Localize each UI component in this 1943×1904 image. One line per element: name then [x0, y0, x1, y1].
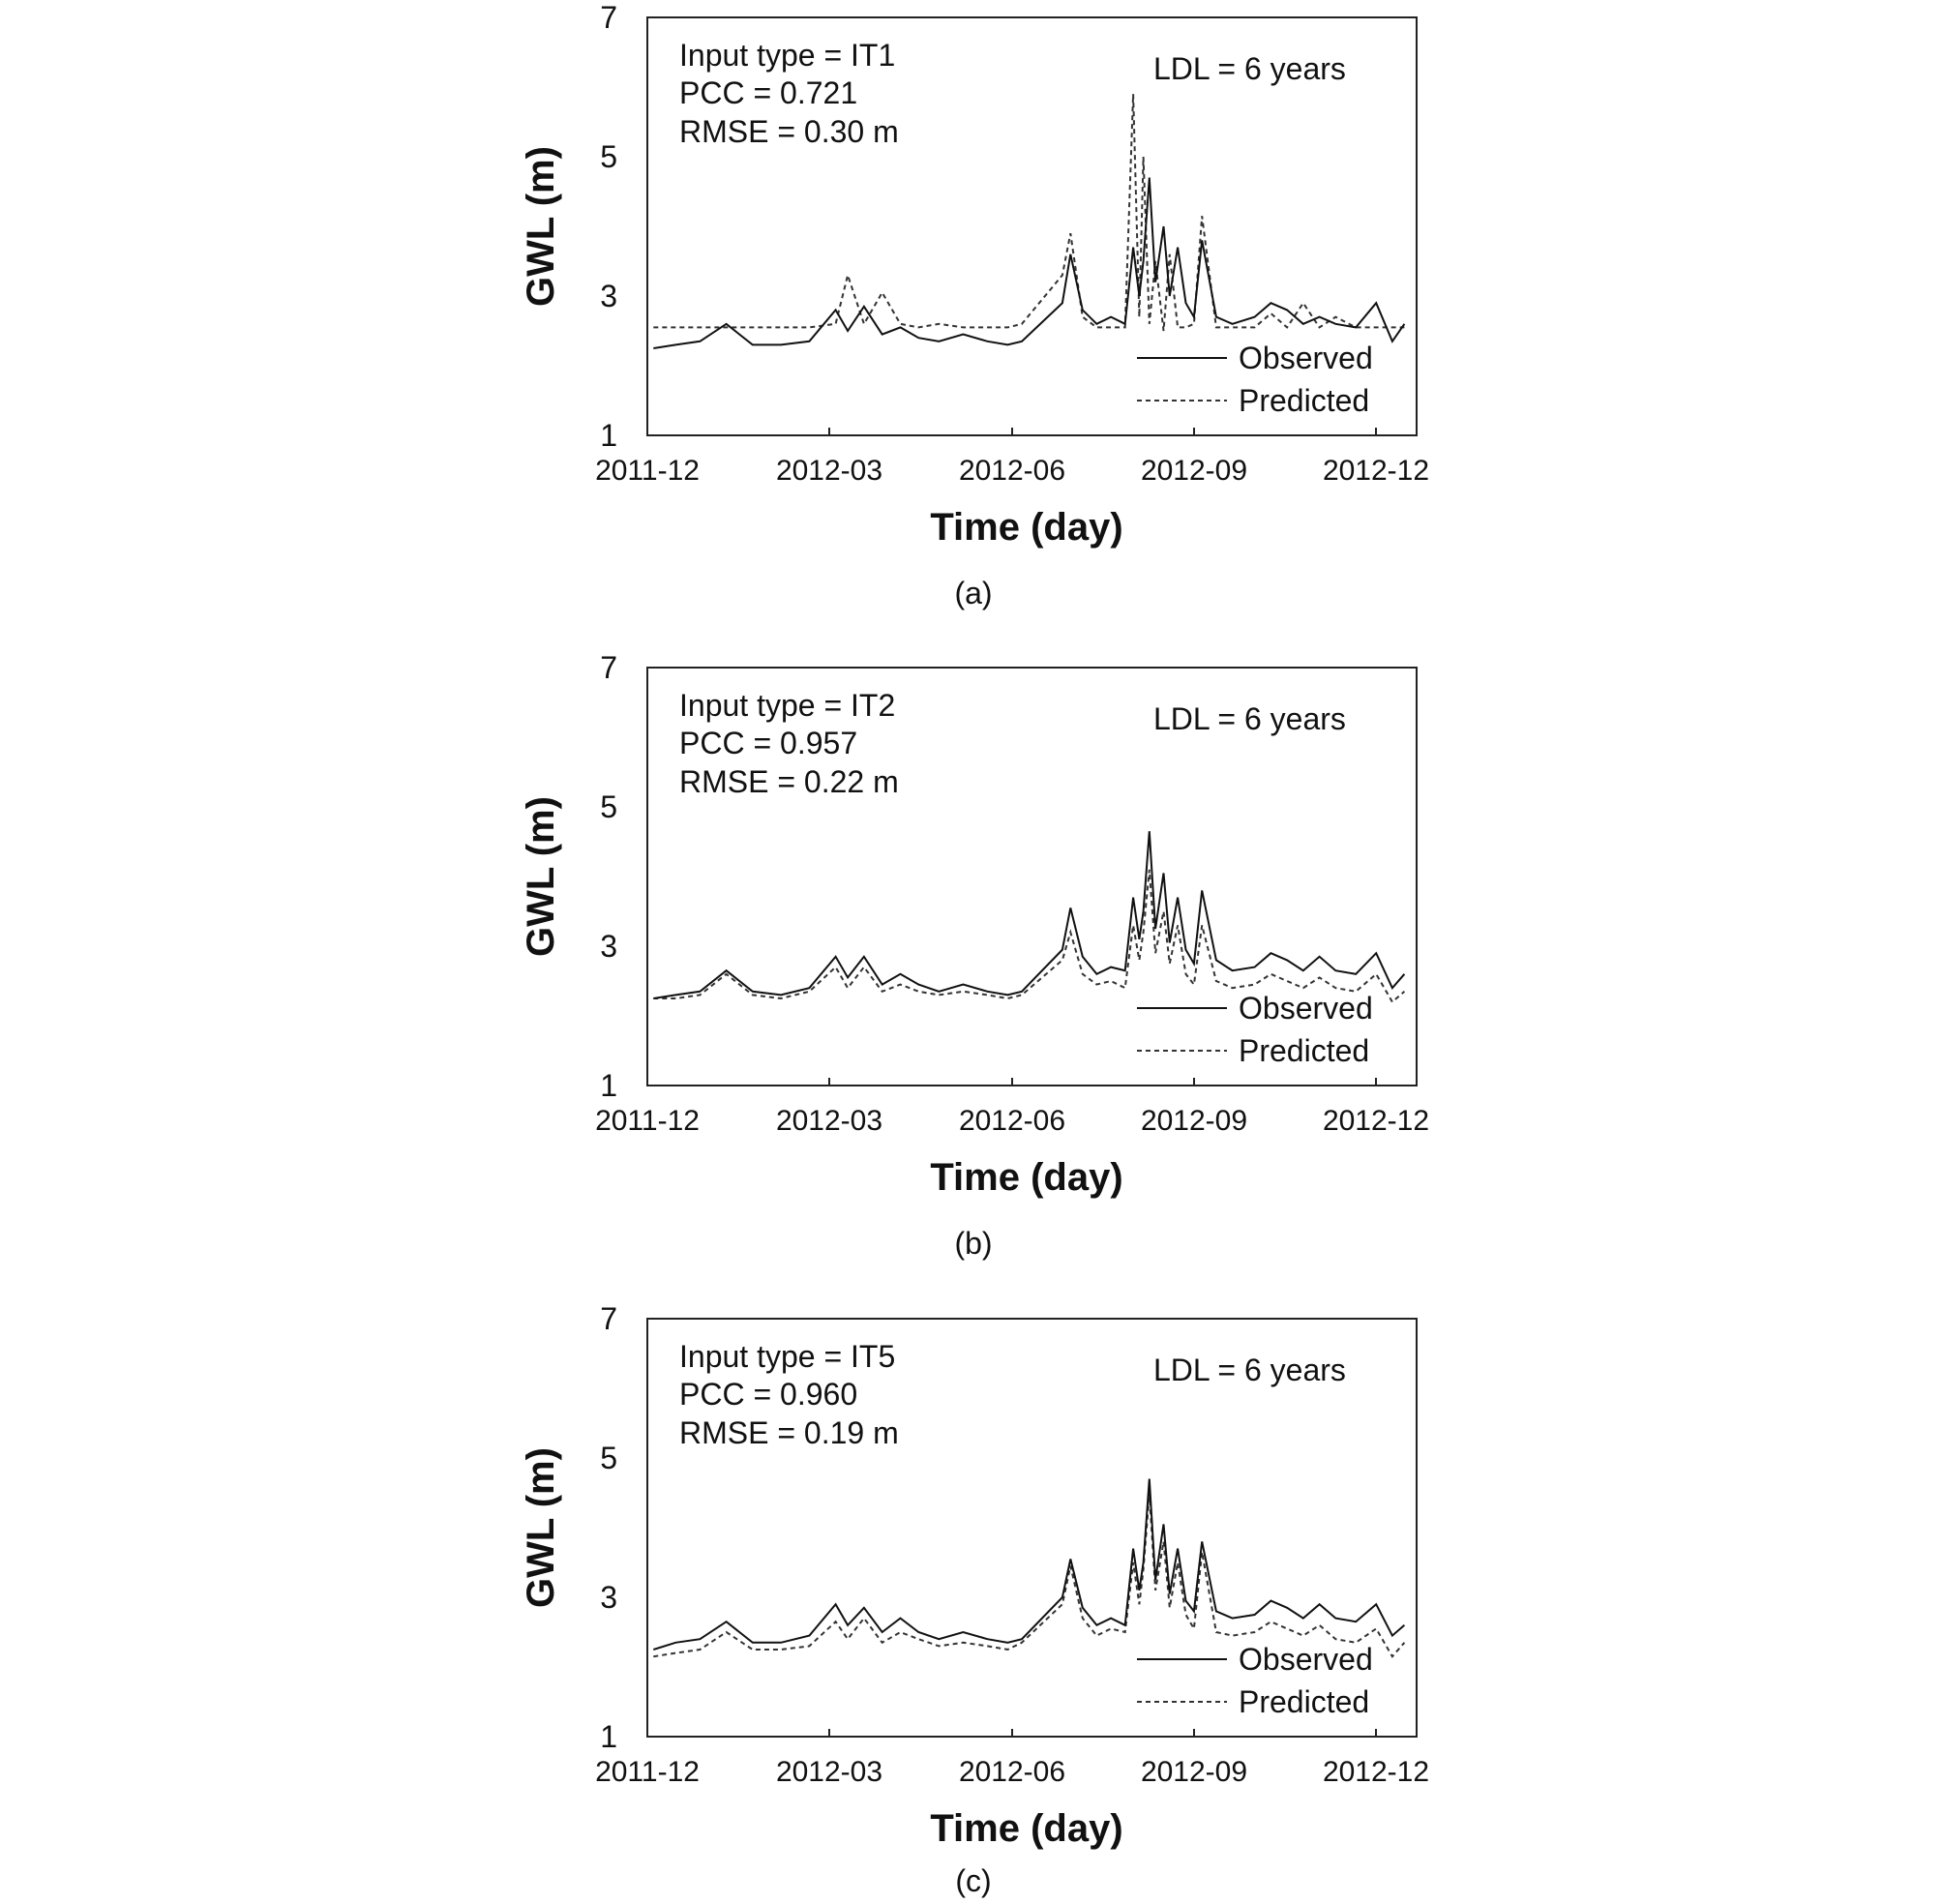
x-tick-label: 2012-09	[1141, 1756, 1247, 1788]
y-tick-label: 1	[600, 1719, 617, 1754]
panel-a: 7 5 3 1 2011-12 2012-03 2012-06 2012-09 …	[520, 0, 1429, 610]
x-tick-marks	[646, 428, 1377, 435]
x-tick-label: 2012-03	[776, 1756, 882, 1788]
x-tick-labels: 2011-12 2012-03 2012-06 2012-09 2012-12	[595, 1756, 1429, 1788]
legend-predicted-label: Predicted	[1239, 383, 1369, 418]
x-tick-label: 2012-06	[959, 1756, 1065, 1788]
annotation-ldl: LDL = 6 years	[1153, 1353, 1346, 1387]
observed-series-line	[653, 1478, 1406, 1651]
panel-caption: (a)	[954, 576, 992, 610]
annotation-input-type: Input type = IT5	[679, 1339, 895, 1374]
annotation-pcc: PCC = 0.721	[679, 75, 857, 110]
x-tick-label: 2012-09	[1141, 1105, 1247, 1137]
predicted-series-line	[653, 1492, 1406, 1658]
panel-caption: (c)	[955, 1863, 991, 1898]
x-tick-label: 2012-03	[776, 1105, 882, 1137]
legend-observed-label: Observed	[1239, 1642, 1373, 1677]
predicted-series-line	[653, 94, 1405, 332]
annotation-input-type: Input type = IT1	[679, 38, 895, 73]
legend-predicted-label: Predicted	[1239, 1684, 1369, 1719]
x-tick-label: 2012-09	[1141, 455, 1247, 487]
y-tick-label: 5	[600, 139, 617, 174]
x-tick-marks	[646, 1078, 1377, 1086]
x-tick-labels: 2011-12 2012-03 2012-06 2012-09 2012-12	[595, 1105, 1429, 1137]
y-tick-label: 7	[600, 0, 617, 35]
annotation-pcc: PCC = 0.960	[679, 1377, 857, 1412]
y-axis-title: GWL (m)	[520, 146, 562, 307]
legend-observed-label: Observed	[1239, 341, 1373, 375]
y-tick-label: 3	[600, 929, 617, 964]
plot-frame	[646, 16, 1418, 436]
x-tick-label: 2012-06	[959, 455, 1065, 487]
predicted-series-line	[653, 869, 1406, 1004]
x-tick-label: 2012-12	[1323, 455, 1429, 487]
panel-c: 7 5 3 1 2011-12 2012-03 2012-06 2012-09 …	[520, 1301, 1429, 1898]
x-tick-label: 2012-06	[959, 1105, 1065, 1137]
y-tick-label: 5	[600, 789, 617, 824]
x-axis-title: Time (day)	[930, 1156, 1122, 1199]
annotation-rmse: RMSE = 0.19 m	[679, 1415, 899, 1450]
y-tick-labels: 7 5 3 1	[600, 0, 617, 453]
x-axis-title: Time (day)	[930, 1807, 1122, 1850]
panel-caption: (b)	[954, 1226, 992, 1261]
annotation-input-type: Input type = IT2	[679, 688, 895, 723]
x-tick-label: 2011-12	[595, 455, 700, 487]
legend: Observed Predicted	[1137, 341, 1373, 418]
x-axis-title: Time (day)	[930, 506, 1122, 549]
y-tick-label: 5	[600, 1441, 617, 1475]
x-tick-label: 2012-12	[1323, 1105, 1429, 1137]
y-tick-label: 3	[600, 279, 617, 313]
y-tick-label: 7	[600, 650, 617, 685]
legend-observed-label: Observed	[1239, 991, 1373, 1026]
observed-series-line	[653, 177, 1406, 349]
y-axis-title: GWL (m)	[520, 1447, 562, 1608]
legend-predicted-label: Predicted	[1239, 1033, 1369, 1068]
legend: Observed Predicted	[1137, 1642, 1373, 1719]
y-tick-label: 7	[600, 1301, 617, 1336]
x-tick-labels: 2011-12 2012-03 2012-06 2012-09 2012-12	[595, 455, 1429, 487]
x-tick-label: 2011-12	[595, 1105, 700, 1137]
x-tick-label: 2012-03	[776, 455, 882, 487]
annotation-ldl: LDL = 6 years	[1153, 51, 1346, 86]
plot-frame	[646, 1318, 1418, 1738]
panel-b: 7 5 3 1 2011-12 2012-03 2012-06 2012-09 …	[520, 650, 1429, 1261]
y-tick-labels: 7 5 3 1	[600, 1301, 617, 1754]
annotation-rmse: RMSE = 0.30 m	[679, 114, 899, 149]
annotation-pcc: PCC = 0.957	[679, 726, 857, 760]
x-tick-label: 2012-12	[1323, 1756, 1429, 1788]
y-axis-title: GWL (m)	[520, 796, 562, 957]
y-tick-label: 1	[600, 418, 617, 453]
observed-series-line	[653, 831, 1406, 999]
y-tick-label: 1	[600, 1068, 617, 1103]
y-tick-label: 3	[600, 1580, 617, 1615]
plot-frame	[646, 667, 1418, 1086]
annotation-rmse: RMSE = 0.22 m	[679, 764, 899, 799]
annotation-ldl: LDL = 6 years	[1153, 701, 1346, 736]
x-tick-marks	[646, 1729, 1377, 1737]
y-tick-labels: 7 5 3 1	[600, 650, 617, 1103]
legend: Observed Predicted	[1137, 991, 1373, 1068]
x-tick-label: 2011-12	[595, 1756, 700, 1788]
